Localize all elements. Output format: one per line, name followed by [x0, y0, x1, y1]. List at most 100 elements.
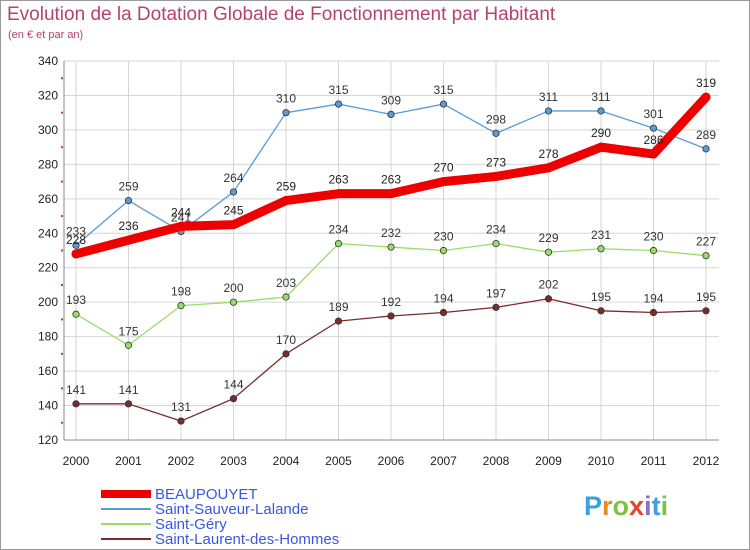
legend-label: Saint-Sauveur-Lalande: [155, 501, 308, 518]
data-label: 264: [223, 171, 243, 185]
data-label: 289: [696, 128, 716, 142]
data-point: [387, 110, 395, 119]
y-tick-label: 160: [38, 364, 58, 378]
data-label: 234: [328, 223, 348, 237]
data-label: 234: [486, 223, 506, 237]
data-point: [281, 196, 291, 206]
data-point: [282, 293, 290, 301]
data-label: 309: [381, 93, 401, 107]
x-tick-label: 2000: [63, 454, 90, 468]
data-label: 232: [381, 226, 401, 240]
data-label: 290: [591, 126, 611, 140]
data-label: 315: [433, 83, 453, 97]
data-point: [492, 129, 500, 137]
y-tick-label: 240: [38, 226, 58, 240]
y-tick-label: 340: [38, 54, 58, 68]
y-tick-label: 120: [38, 433, 58, 447]
logo-letter: i: [660, 491, 669, 521]
data-point: [439, 246, 448, 255]
data-point: [124, 196, 133, 205]
data-label: 170: [276, 333, 296, 347]
data-point: [492, 303, 500, 311]
data-point: [229, 395, 238, 403]
data-point: [439, 100, 448, 108]
y-tick-label: 180: [38, 330, 58, 344]
data-point: [334, 189, 343, 199]
chart-subtitle: (en € et par an): [8, 29, 84, 41]
data-point: [649, 149, 658, 159]
data-point: [544, 248, 553, 256]
data-label: 141: [66, 383, 86, 397]
data-label: 192: [381, 295, 401, 309]
data-point: [649, 124, 658, 132]
data-point: [649, 308, 658, 317]
data-point: [72, 241, 80, 249]
y-minor-tick: [61, 421, 63, 424]
data-label: 315: [328, 83, 348, 97]
data-label: 263: [381, 173, 401, 187]
data-point: [334, 240, 343, 248]
data-point: [702, 307, 710, 315]
data-label: 270: [433, 161, 453, 175]
logo-letter: x: [629, 491, 645, 521]
x-tick-label: 2001: [115, 454, 142, 468]
data-label: 197: [486, 286, 506, 300]
y-minor-tick: [61, 318, 63, 321]
data-label: 195: [591, 290, 611, 304]
x-tick-label: 2010: [588, 454, 615, 468]
data-point: [124, 400, 133, 408]
data-label: 189: [328, 300, 348, 314]
data-point: [72, 310, 80, 318]
legend-label: BEAUPOUYET: [155, 486, 258, 503]
logo-letter: i: [644, 491, 652, 521]
y-minor-tick: [61, 249, 63, 252]
data-label: 319: [696, 76, 716, 90]
data-point: [229, 220, 238, 230]
data-label: 175: [118, 324, 138, 338]
y-tick-label: 300: [38, 123, 58, 137]
logo-letter: P: [584, 491, 603, 521]
x-tick-label: 2005: [325, 454, 352, 468]
data-label: 273: [486, 155, 506, 169]
data-point: [229, 188, 238, 196]
data-label: 144: [223, 378, 243, 392]
data-label: 241: [171, 211, 191, 225]
x-tick-label: 2012: [693, 454, 720, 468]
y-tick-label: 260: [38, 192, 58, 206]
data-point: [439, 177, 448, 187]
data-label: 231: [591, 228, 611, 242]
data-point: [177, 302, 185, 310]
x-tick-label: 2003: [220, 454, 247, 468]
y-tick-label: 320: [38, 88, 58, 102]
data-label: 141: [118, 383, 138, 397]
data-label: 259: [276, 180, 296, 194]
logo-letter: t: [651, 491, 661, 521]
data-label: 278: [538, 147, 558, 161]
data-label: 245: [223, 204, 243, 218]
chart-title: Evolution de la Dotation Globale de Fonc…: [7, 4, 556, 25]
proxiti-logo: Proxiti: [584, 491, 668, 522]
logo-letter: r: [602, 491, 613, 521]
y-tick-label: 140: [38, 399, 58, 413]
data-point: [176, 221, 186, 231]
data-point: [544, 163, 553, 173]
data-label: 203: [276, 276, 296, 290]
y-minor-tick: [61, 215, 63, 218]
data-label: 259: [118, 180, 138, 194]
data-label: 233: [66, 224, 86, 238]
data-point: [71, 249, 81, 259]
data-point: [596, 142, 606, 152]
data-point: [544, 295, 553, 303]
data-label: 236: [118, 219, 138, 233]
logo-letter: o: [612, 491, 630, 521]
legend-label: Saint-Laurent-des-Hommes: [155, 531, 339, 548]
data-label: 310: [276, 92, 296, 106]
data-point: [177, 417, 185, 425]
data-label: 263: [328, 173, 348, 187]
x-tick-label: 2002: [168, 454, 195, 468]
data-label: 311: [539, 90, 558, 104]
data-point: [597, 307, 605, 315]
y-tick-label: 280: [38, 157, 58, 171]
data-point: [439, 308, 448, 317]
